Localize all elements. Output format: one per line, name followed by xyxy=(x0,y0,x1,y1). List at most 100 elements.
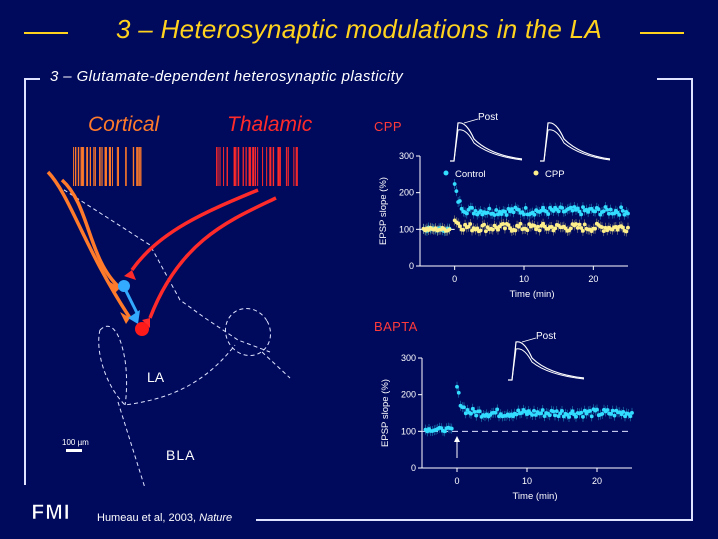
data-point xyxy=(593,209,597,214)
data-point xyxy=(495,407,500,412)
data-point xyxy=(540,408,545,412)
data-point xyxy=(622,212,627,217)
data-point xyxy=(582,408,587,413)
la-label: LA xyxy=(147,369,165,385)
data-point xyxy=(539,208,544,213)
x-tick-label: 20 xyxy=(588,274,598,284)
data-point xyxy=(475,226,480,231)
data-point xyxy=(455,384,459,389)
cortical-terminal-1 xyxy=(120,312,130,324)
data-point xyxy=(514,412,519,417)
data-point xyxy=(483,229,488,234)
data-point xyxy=(608,207,613,212)
data-point xyxy=(556,414,561,419)
data-point xyxy=(630,410,634,415)
thalamic-axons xyxy=(130,188,277,319)
data-point xyxy=(511,210,516,215)
frame-top-left xyxy=(24,78,40,80)
data-point xyxy=(595,407,599,412)
data-point xyxy=(499,212,504,217)
data-point xyxy=(556,209,561,214)
inset-label-leader xyxy=(521,337,537,343)
data-point xyxy=(553,413,557,418)
data-point xyxy=(516,224,521,229)
data-point xyxy=(581,205,585,210)
data-point xyxy=(516,408,521,413)
data-point xyxy=(513,228,518,233)
data-point xyxy=(577,222,582,227)
cortical-label: Cortical xyxy=(88,113,160,136)
data-point xyxy=(530,413,535,417)
data-point xyxy=(506,223,511,227)
data-point xyxy=(474,413,479,418)
x-tick-label: 20 xyxy=(592,476,602,486)
data-point xyxy=(457,224,462,229)
data-point xyxy=(596,207,601,212)
title-rule-left xyxy=(24,32,68,34)
scale-label: 100 µm xyxy=(62,438,89,447)
data-point xyxy=(620,225,625,230)
data-point xyxy=(570,409,575,414)
data-point xyxy=(568,226,573,231)
data-point xyxy=(454,189,459,193)
data-point xyxy=(612,413,617,418)
thalamic-spike-raster xyxy=(216,147,298,186)
data-point xyxy=(503,226,507,231)
data-point xyxy=(462,405,466,410)
data-point xyxy=(605,408,610,412)
inset-label: Post xyxy=(478,112,498,123)
data-point xyxy=(609,412,613,416)
data-point xyxy=(579,226,584,230)
legend-marker xyxy=(443,170,449,176)
frame-left xyxy=(24,78,26,485)
slide-title: 3 – Heterosynaptic modulations in the LA xyxy=(115,14,603,44)
data-point xyxy=(473,208,478,213)
data-point xyxy=(503,209,507,214)
data-point xyxy=(628,414,633,419)
data-point xyxy=(482,222,487,227)
data-point xyxy=(547,413,552,418)
data-point xyxy=(613,225,618,229)
y-axis-label: EPSP slope (%) xyxy=(378,177,389,245)
data-point xyxy=(541,205,545,210)
data-point xyxy=(572,205,577,209)
data-point xyxy=(600,412,605,416)
title-rule-right xyxy=(640,32,684,34)
data-point xyxy=(574,414,578,419)
data-point xyxy=(493,410,498,415)
data-point xyxy=(579,212,584,217)
data-point xyxy=(541,221,545,226)
data-point xyxy=(615,227,620,232)
fmi-logo: FMI xyxy=(23,500,80,522)
frame-bottom xyxy=(256,519,693,521)
data-point xyxy=(449,426,454,431)
inset-trace-post xyxy=(540,122,611,162)
data-point xyxy=(581,228,585,233)
y-tick-label: 300 xyxy=(401,353,416,363)
data-point xyxy=(532,212,537,217)
data-point xyxy=(522,212,526,217)
y-axis-label: EPSP slope (%) xyxy=(380,379,391,447)
inset-trace-pre xyxy=(540,129,611,162)
data-point xyxy=(553,226,558,231)
panel-title: BAPTA xyxy=(374,319,418,334)
inset-trace-pre xyxy=(508,348,585,381)
data-point xyxy=(539,411,543,416)
data-point xyxy=(465,407,470,412)
data-point xyxy=(551,409,556,414)
bla-label: BLA xyxy=(166,447,196,463)
data-point xyxy=(579,410,584,415)
data-point xyxy=(442,429,447,434)
frame-top-right xyxy=(657,78,693,80)
citation-journal: Nature xyxy=(199,512,233,524)
x-tick-label: 0 xyxy=(454,476,459,486)
data-point xyxy=(461,228,466,232)
x-tick-label: 10 xyxy=(522,476,532,486)
y-tick-label: 0 xyxy=(411,463,416,473)
data-point xyxy=(472,409,477,414)
data-point xyxy=(518,221,523,226)
